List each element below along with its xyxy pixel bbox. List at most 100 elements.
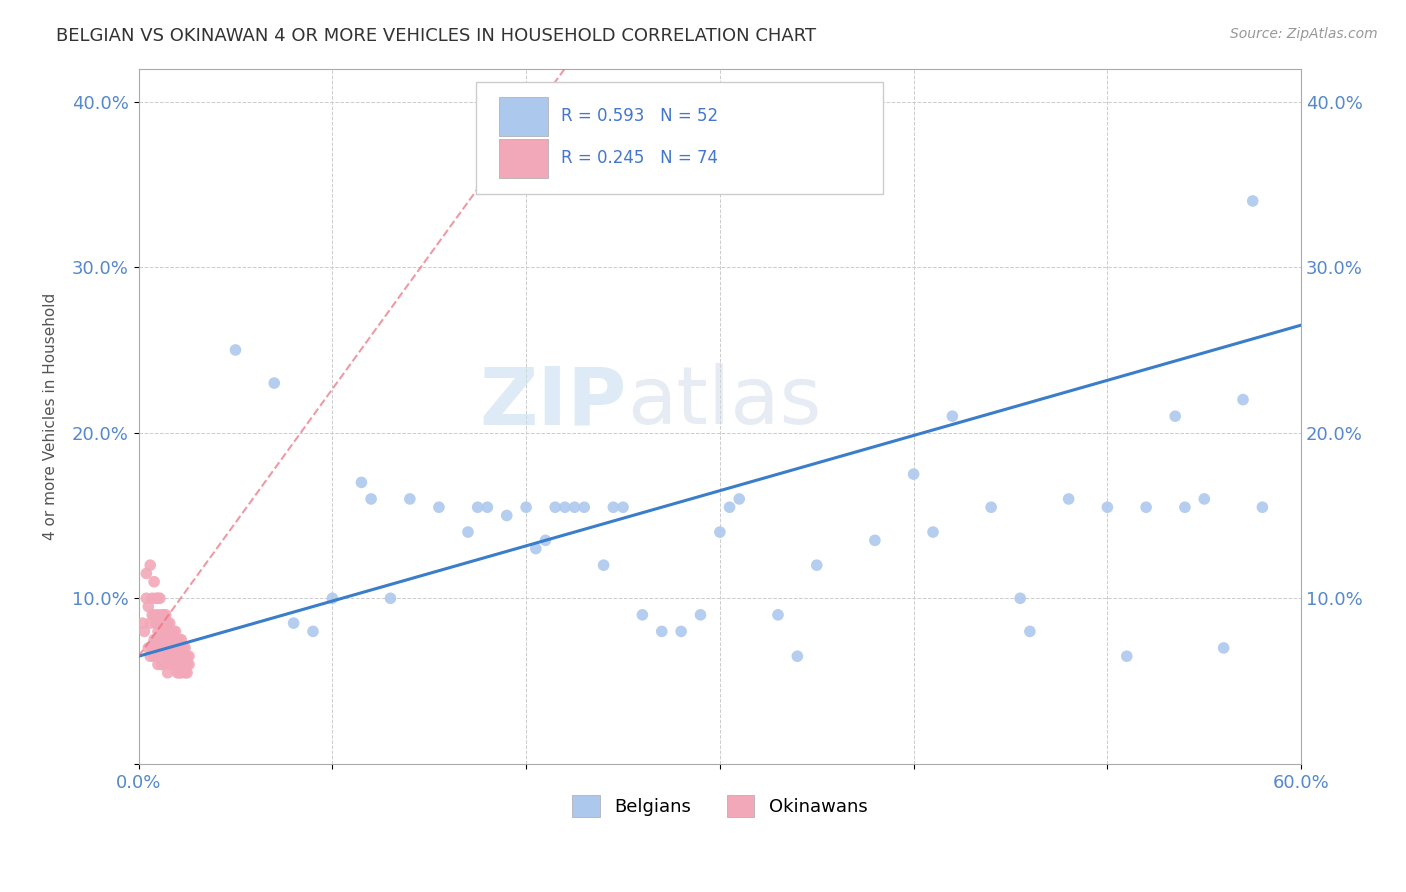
Point	[136, 640, 159, 655]
Point	[162, 640, 184, 655]
Point	[176, 649, 198, 664]
Point	[1010, 591, 1032, 606]
Legend: Belgians, Okinawans: Belgians, Okinawans	[565, 788, 875, 824]
Point	[143, 649, 166, 664]
Point	[574, 500, 596, 515]
Point	[150, 657, 173, 672]
Point	[350, 475, 373, 490]
Point	[399, 491, 422, 506]
Point	[174, 665, 197, 680]
Point	[1241, 194, 1264, 208]
Point	[166, 665, 188, 680]
Point	[728, 491, 751, 506]
Point	[160, 640, 183, 655]
Point	[172, 640, 194, 655]
Point	[143, 632, 166, 647]
Point	[1135, 500, 1157, 515]
Point	[139, 649, 162, 664]
Point	[1212, 640, 1234, 655]
Point	[131, 616, 153, 631]
Point	[150, 640, 173, 655]
Point	[863, 533, 886, 548]
FancyBboxPatch shape	[475, 82, 883, 194]
Point	[515, 500, 537, 515]
Point	[177, 649, 200, 664]
Point	[135, 591, 157, 606]
Point	[709, 524, 731, 539]
Point	[150, 624, 173, 639]
Point	[170, 665, 193, 680]
Point	[302, 624, 325, 639]
Point	[903, 467, 925, 482]
Point	[149, 591, 172, 606]
Point	[786, 649, 808, 664]
Point	[427, 500, 450, 515]
Point	[145, 649, 167, 664]
Point	[360, 491, 382, 506]
Point	[467, 500, 489, 515]
Point	[155, 624, 177, 639]
Point	[152, 640, 174, 655]
Point	[495, 508, 517, 523]
Point	[146, 624, 169, 639]
Point	[156, 665, 179, 680]
Point	[602, 500, 624, 515]
Point	[457, 524, 479, 539]
Point	[139, 616, 162, 631]
Point	[806, 558, 828, 573]
Point	[143, 574, 166, 589]
Point	[1232, 392, 1254, 407]
Point	[1174, 500, 1197, 515]
Point	[141, 640, 163, 655]
Point	[152, 607, 174, 622]
Point	[980, 500, 1002, 515]
Point	[174, 657, 197, 672]
Point	[159, 632, 181, 647]
Point	[165, 640, 187, 655]
Point	[134, 624, 156, 639]
Point	[612, 500, 634, 515]
Text: Source: ZipAtlas.com: Source: ZipAtlas.com	[1230, 27, 1378, 41]
Point	[380, 591, 402, 606]
Point	[145, 632, 167, 647]
Point	[166, 632, 188, 647]
Point	[141, 591, 163, 606]
Point	[922, 524, 945, 539]
Point	[169, 665, 191, 680]
Text: R = 0.593   N = 52: R = 0.593 N = 52	[561, 107, 717, 125]
Point	[283, 616, 305, 631]
Point	[139, 558, 162, 573]
Point	[150, 607, 173, 622]
Point	[524, 541, 547, 556]
Point	[149, 616, 172, 631]
Point	[534, 533, 557, 548]
Point	[564, 500, 586, 515]
Point	[477, 500, 499, 515]
Point	[170, 649, 193, 664]
Point	[135, 566, 157, 581]
Point	[162, 657, 184, 672]
Point	[718, 500, 741, 515]
FancyBboxPatch shape	[499, 97, 548, 136]
Point	[169, 632, 191, 647]
Point	[155, 607, 177, 622]
Point	[160, 657, 183, 672]
Text: atlas: atlas	[627, 363, 821, 442]
Point	[156, 616, 179, 631]
Point	[172, 657, 194, 672]
Point	[162, 624, 184, 639]
Point	[766, 607, 789, 622]
Point	[170, 632, 193, 647]
Point	[554, 500, 576, 515]
Point	[165, 657, 187, 672]
Point	[176, 657, 198, 672]
Point	[149, 632, 172, 647]
Point	[156, 649, 179, 664]
Point	[669, 624, 692, 639]
Text: BELGIAN VS OKINAWAN 4 OR MORE VEHICLES IN HOUSEHOLD CORRELATION CHART: BELGIAN VS OKINAWAN 4 OR MORE VEHICLES I…	[56, 27, 817, 45]
Point	[651, 624, 673, 639]
Point	[1115, 649, 1137, 664]
Point	[156, 632, 179, 647]
Point	[160, 624, 183, 639]
Text: ZIP: ZIP	[479, 363, 627, 442]
